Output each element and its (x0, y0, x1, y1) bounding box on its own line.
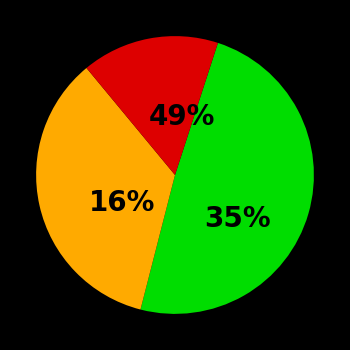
Wedge shape (86, 36, 218, 175)
Wedge shape (36, 68, 175, 309)
Text: 49%: 49% (149, 103, 215, 131)
Text: 35%: 35% (204, 205, 271, 233)
Text: 16%: 16% (89, 189, 155, 217)
Wedge shape (140, 43, 314, 314)
